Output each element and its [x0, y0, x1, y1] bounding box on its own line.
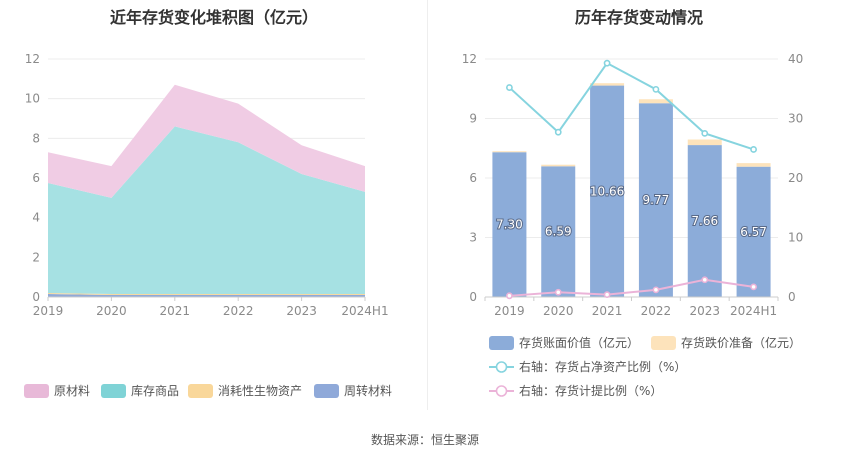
right-x-tick: 2024H1	[730, 304, 777, 318]
bar-book-value	[492, 152, 527, 297]
right-right-y-tick: 0	[788, 290, 796, 304]
bar-impairment	[492, 151, 527, 153]
right-left-y-tick: 3	[469, 231, 477, 245]
bar-data-label: 10.66	[590, 184, 624, 198]
left-y-tick: 8	[32, 131, 40, 145]
line-series-0	[508, 61, 754, 151]
left-x-tick: 2023	[286, 304, 317, 318]
legend-label-book-value: 存货账面价值（亿元）	[519, 335, 639, 350]
legend-label-line-1: 右轴：存货计提比例（%）	[519, 383, 662, 398]
left-y-tick: 10	[25, 92, 40, 106]
area-series-2	[48, 126, 365, 295]
right-x-tick: 2019	[494, 304, 525, 318]
bar-impairment	[638, 99, 673, 104]
bar-book-value	[638, 103, 673, 297]
legend-label-2: 消耗性生物资产	[218, 384, 302, 398]
bar-book-value	[687, 145, 722, 297]
line-point-1	[652, 286, 660, 294]
right-x-tick: 2021	[592, 304, 623, 318]
legend-marker-1	[495, 385, 508, 397]
legend-label-impairment: 存货跌价准备（亿元）	[681, 335, 801, 350]
legend-label-0: 原材料	[54, 384, 90, 398]
left-y-tick: 0	[32, 290, 40, 304]
legend-swatch-book-value	[489, 336, 514, 350]
area-chart-title: 近年存货变化堆积图（亿元）	[109, 8, 318, 27]
line-point-0	[750, 146, 757, 153]
line-point-0	[603, 59, 611, 67]
left-y-tick: 4	[32, 211, 40, 225]
right-right-y-tick: 40	[788, 52, 803, 66]
line-series-1	[509, 278, 754, 297]
right-x-tick: 2020	[543, 304, 574, 318]
left-x-tick: 2024H1	[341, 304, 388, 318]
panel-divider	[427, 0, 428, 410]
bar-data-label: 6.59	[545, 225, 572, 239]
area-series-0	[48, 294, 365, 297]
bar-data-label: 7.30	[496, 218, 523, 232]
left-y-tick: 6	[32, 171, 40, 185]
legend-swatch-0	[24, 384, 49, 398]
right-right-y-tick: 10	[788, 231, 803, 245]
legend-swatch-1	[101, 384, 126, 398]
bar-book-value	[736, 166, 771, 297]
right-x-tick: 2023	[689, 304, 720, 318]
bar-chart-title: 历年存货变动情况	[574, 8, 703, 27]
legend-swatch-2	[188, 384, 213, 398]
line-point-1	[750, 283, 757, 291]
line-point-0	[554, 128, 562, 136]
left-x-tick: 2019	[33, 304, 64, 318]
legend-label-line-0: 右轴：存货占净资产比例（%）	[519, 359, 686, 374]
right-left-y-tick: 12	[462, 52, 477, 66]
legend-swatch-3	[314, 384, 339, 398]
line-point-1	[554, 288, 562, 296]
right-left-y-tick: 0	[469, 290, 477, 304]
line-point-0	[652, 85, 660, 93]
legend-label-1: 库存商品	[131, 383, 179, 398]
data-source: 数据来源：恒生聚源	[370, 433, 479, 447]
bar-data-label: 6.57	[740, 225, 767, 239]
bar-impairment	[736, 163, 771, 167]
left-y-tick: 12	[25, 52, 40, 66]
line-point-1	[603, 291, 611, 299]
left-x-tick: 2020	[96, 304, 127, 318]
bar-data-label: 9.77	[643, 193, 670, 207]
bar-impairment	[687, 139, 722, 146]
legend-swatch-impairment	[651, 336, 676, 350]
bar-impairment	[541, 164, 576, 167]
right-right-y-tick: 30	[788, 112, 803, 126]
left-y-tick: 2	[32, 250, 40, 264]
line-point-1	[701, 276, 709, 284]
bar-book-value	[541, 166, 576, 297]
bar-impairment	[590, 83, 625, 86]
line-point-1	[506, 292, 513, 300]
right-x-tick: 2022	[641, 304, 672, 318]
legend-label-3: 周转材料	[344, 383, 392, 398]
area-series-3	[48, 84, 365, 198]
line-point-0	[506, 84, 513, 91]
left-x-tick: 2022	[223, 304, 254, 318]
right-right-y-tick: 20	[788, 171, 803, 185]
bar-data-label: 7.66	[691, 214, 718, 228]
left-x-tick: 2021	[160, 304, 191, 318]
right-left-y-tick: 6	[469, 171, 477, 185]
line-point-0	[701, 129, 709, 137]
bar-book-value	[590, 85, 625, 298]
right-left-y-tick: 9	[469, 112, 477, 126]
legend-marker-0	[495, 361, 508, 373]
